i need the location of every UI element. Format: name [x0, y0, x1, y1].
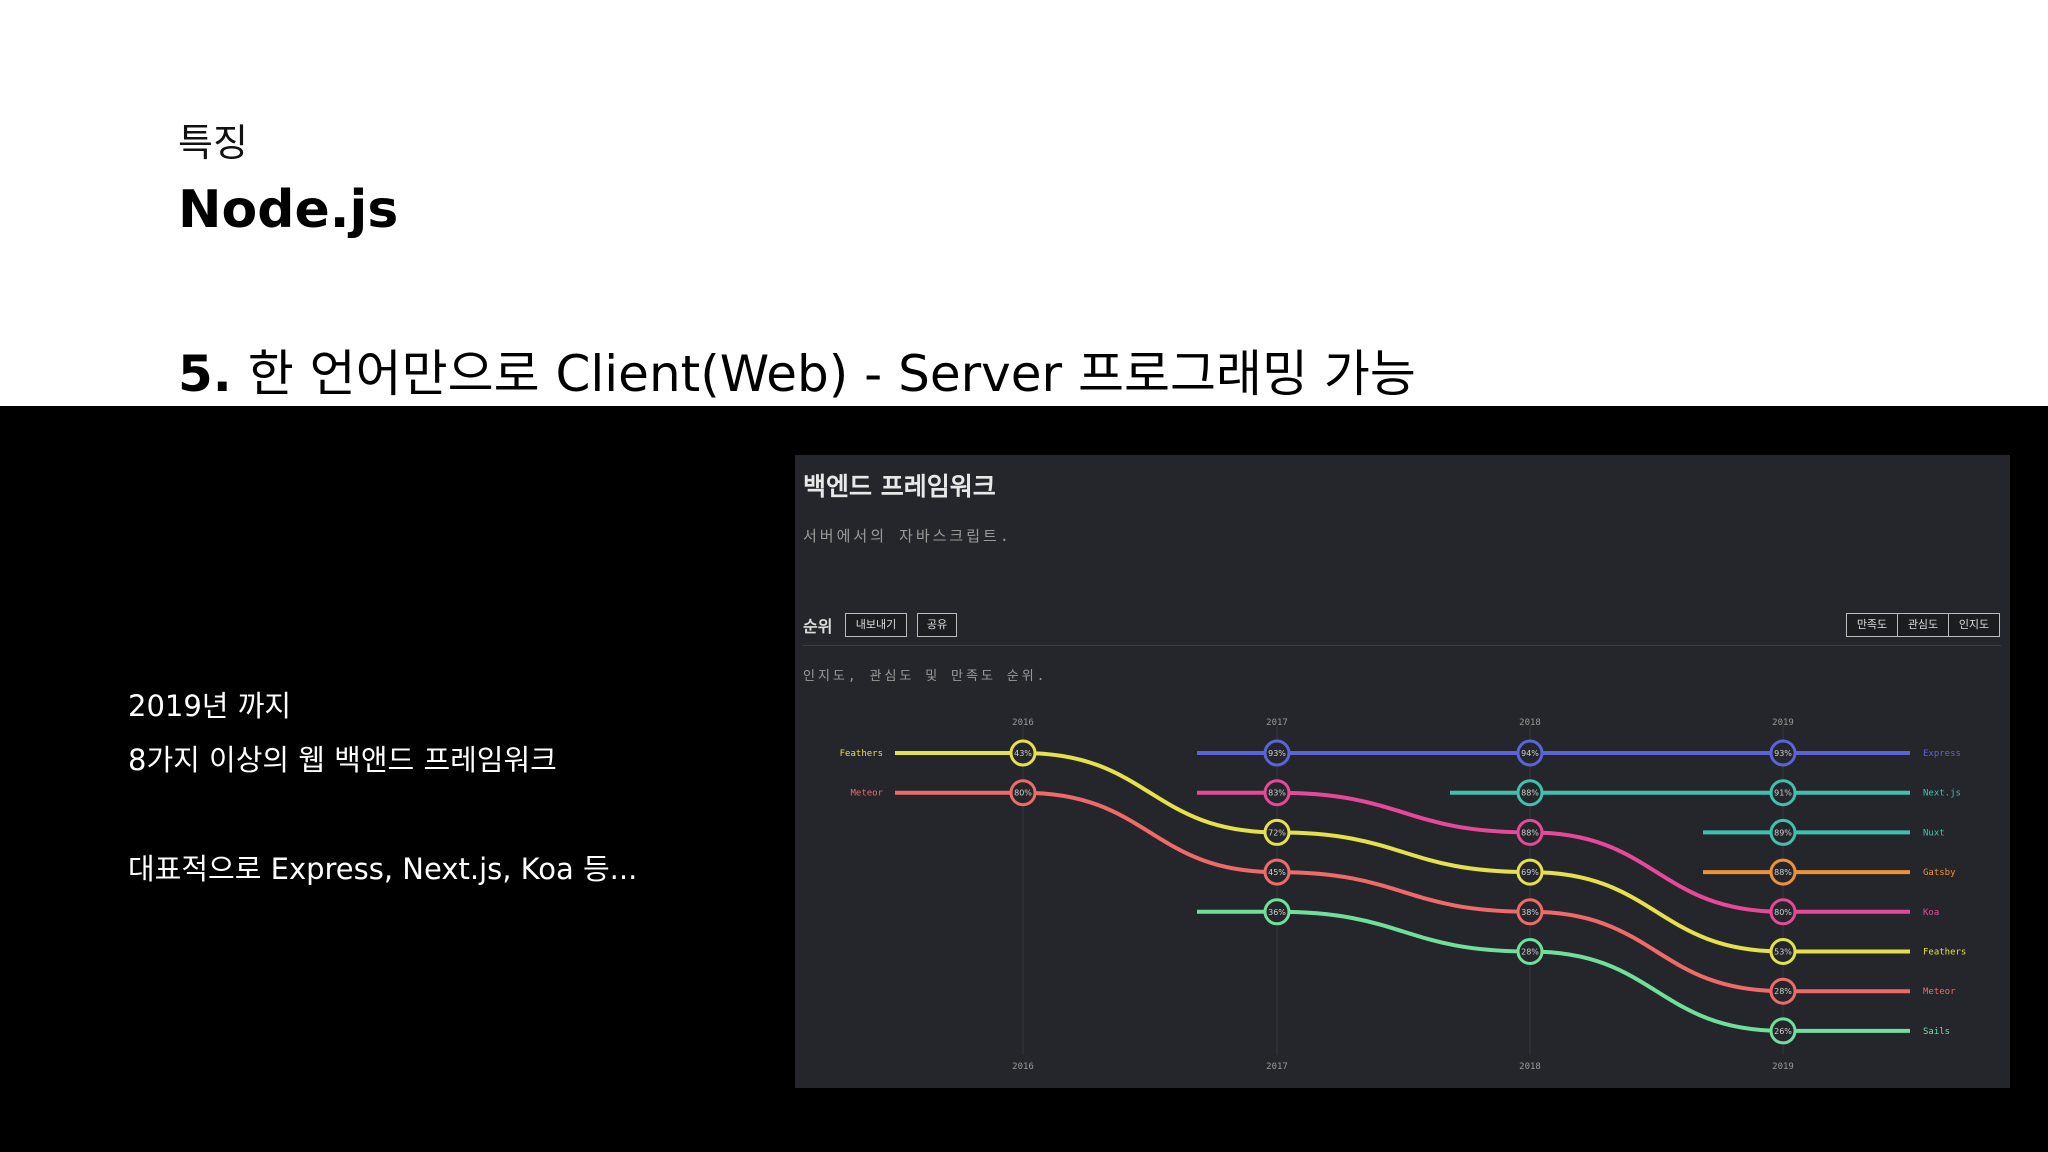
point-label-feathers-2017: 72%	[1268, 828, 1286, 837]
series-label-right-express: Express	[1923, 749, 1961, 759]
series-label-right-nuxt: Nuxt	[1923, 828, 1945, 838]
point-label-koa-2019: 80%	[1774, 908, 1792, 917]
x-tick-bottom-2019: 2019	[1772, 1062, 1794, 1072]
point-meteor-2017	[1263, 858, 1291, 886]
point-gatsby-2019	[1769, 858, 1797, 886]
panel-title: 백엔드 프레임워크	[803, 472, 996, 501]
slide-title: Node.js	[178, 180, 399, 240]
panel-description: 서버에서의 자바스크립트.	[803, 527, 1012, 545]
x-tick-bottom-2018: 2018	[1519, 1062, 1541, 1072]
series-line-meteor	[895, 790, 1910, 994]
point-nuxt-2019	[1769, 818, 1797, 846]
heading-number: 5.	[178, 345, 232, 403]
side-text-line-2: 8가지 이상의 웹 백앤드 프레임워크	[128, 743, 557, 777]
x-tick-bottom-2017: 2017	[1266, 1062, 1288, 1072]
point-label-nuxt-2019: 89%	[1774, 828, 1792, 837]
framework-chart-panel: 백엔드 프레임워크 서버에서의 자바스크립트. 순위 내보내기 공유 만족도 관…	[795, 455, 2010, 1088]
point-label-feathers-2016: 43%	[1014, 749, 1032, 758]
point-label-nextjs-2018: 88%	[1521, 789, 1539, 798]
series-label-right-nextjs: Next.js	[1923, 789, 1961, 799]
point-sails-2019	[1769, 1017, 1797, 1045]
point-express-2019	[1769, 739, 1797, 767]
point-label-express-2017: 93%	[1268, 749, 1286, 758]
series-label-left-feathers: Feathers	[840, 749, 883, 759]
point-koa-2017	[1263, 779, 1291, 807]
series-label-left-meteor: Meteor	[850, 789, 883, 799]
point-koa-2018	[1516, 818, 1544, 846]
series-label-right-feathers: Feathers	[1923, 948, 1966, 958]
point-label-feathers-2019: 53%	[1774, 948, 1792, 957]
point-label-gatsby-2019: 88%	[1774, 868, 1792, 877]
x-tick-top-2017: 2017	[1266, 718, 1288, 728]
x-tick-bottom-2016: 2016	[1012, 1062, 1034, 1072]
rank-label: 순위	[803, 617, 833, 636]
point-meteor-2018	[1516, 898, 1544, 926]
point-sails-2018	[1516, 938, 1544, 965]
export-button[interactable]: 내보내기	[845, 613, 907, 637]
tab-awareness[interactable]: 인지도	[1948, 613, 2000, 637]
slide-heading: 5. 한 언어만으로 Client(Web) - Server 프로그래밍 가능	[178, 334, 1416, 406]
point-label-koa-2017: 83%	[1268, 789, 1286, 798]
point-label-koa-2018: 88%	[1521, 828, 1539, 837]
x-tick-top-2018: 2018	[1519, 718, 1541, 728]
point-feathers-2018	[1516, 858, 1544, 886]
point-label-feathers-2018: 69%	[1521, 868, 1539, 877]
tab-satisfaction[interactable]: 만족도	[1846, 613, 1898, 637]
series-line-feathers	[895, 751, 1910, 954]
point-label-sails-2017: 36%	[1268, 908, 1286, 917]
point-feathers-2017	[1263, 818, 1291, 846]
side-text-line-1: 2019년 까지	[128, 689, 292, 723]
point-label-meteor-2016: 80%	[1014, 789, 1032, 798]
x-tick-top-2019: 2019	[1772, 718, 1794, 728]
point-label-sails-2019: 26%	[1774, 1027, 1792, 1036]
heading-text: 한 언어만으로 Client(Web) - Server 프로그래밍 가능	[247, 345, 1416, 403]
slide-header-area: 특징 Node.js 5. 한 언어만으로 Client(Web) - Serv…	[0, 0, 2048, 406]
series-line-koa	[1197, 790, 1910, 914]
point-label-meteor-2018: 38%	[1521, 908, 1539, 917]
series-label-right-sails: Sails	[1923, 1027, 1950, 1037]
series-label-right-gatsby: Gatsby	[1923, 868, 1956, 878]
series-label-right-koa: Koa	[1923, 908, 1939, 918]
point-sails-2017	[1263, 898, 1291, 926]
point-label-express-2019: 93%	[1774, 749, 1792, 758]
point-label-express-2018: 94%	[1521, 749, 1539, 758]
series-label-right-meteor: Meteor	[1923, 987, 1956, 997]
chart-note: 인지도, 관심도 및 만족도 순위.	[803, 669, 1048, 684]
section-label: 특징	[178, 121, 248, 165]
point-label-meteor-2017: 45%	[1268, 868, 1286, 877]
point-feathers-2016	[1009, 739, 1037, 767]
point-meteor-2016	[1009, 779, 1037, 807]
panel-divider	[803, 645, 2001, 646]
point-nextjs-2019	[1769, 779, 1797, 807]
point-label-nextjs-2019: 91%	[1774, 789, 1792, 798]
rank-chart: 2016 2016 2017 2017 2018 2018 2019 2019 93% 94% 93…	[840, 718, 1967, 1072]
tab-interest[interactable]: 관심도	[1897, 613, 1949, 637]
share-button[interactable]: 공유	[917, 613, 957, 637]
point-meteor-2019	[1769, 977, 1797, 1005]
point-express-2018	[1516, 739, 1544, 767]
point-koa-2019	[1769, 898, 1797, 926]
side-text-line-3: 대표적으로 Express, Next.js, Koa 등...	[128, 852, 638, 886]
point-label-meteor-2019: 28%	[1774, 987, 1792, 996]
series-line-sails	[1197, 909, 1910, 1033]
point-nextjs-2018	[1516, 779, 1544, 807]
point-label-sails-2018: 28%	[1521, 948, 1539, 957]
x-tick-top-2016: 2016	[1012, 718, 1034, 728]
point-feathers-2019	[1769, 938, 1797, 965]
point-express-2017	[1263, 739, 1291, 767]
